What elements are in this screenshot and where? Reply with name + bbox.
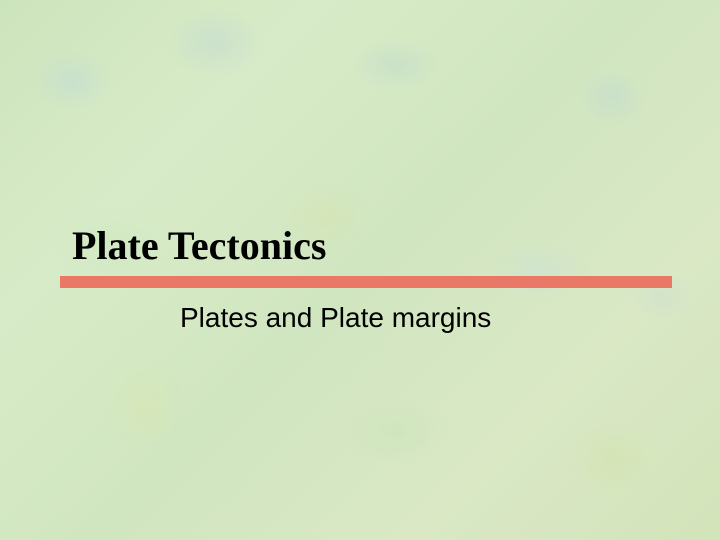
slide-subtitle: Plates and Plate margins [180, 302, 491, 334]
title-underline [60, 276, 672, 288]
slide-title: Plate Tectonics [72, 222, 326, 269]
slide: Plate Tectonics Plates and Plate margins [0, 0, 720, 540]
